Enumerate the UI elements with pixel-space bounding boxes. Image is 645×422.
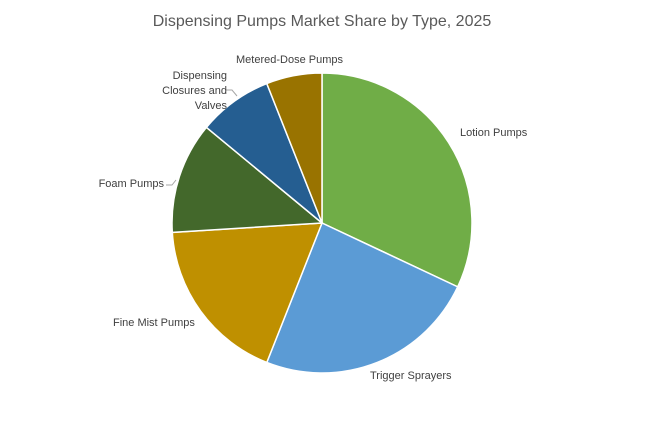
leader-line: [166, 179, 177, 186]
pie-slice: [171, 126, 324, 234]
slice-label: Fine Mist Pumps: [113, 317, 195, 329]
slice-label: Trigger Sprayers: [370, 370, 452, 382]
pie-slice: [171, 222, 324, 364]
pie-slice: [321, 72, 473, 288]
chart-title: Dispensing Pumps Market Share by Type, 2…: [153, 13, 492, 30]
pie-slice: [265, 72, 323, 224]
slice-label: Dispensing Closures and Valves: [162, 70, 227, 112]
slice-label: Foam Pumps: [98, 178, 164, 190]
pie-slice: [265, 221, 459, 374]
leader-line: [226, 89, 238, 97]
slice-label: Lotion Pumps: [460, 127, 528, 139]
slice-label: Metered-Dose Pumps: [236, 54, 343, 66]
